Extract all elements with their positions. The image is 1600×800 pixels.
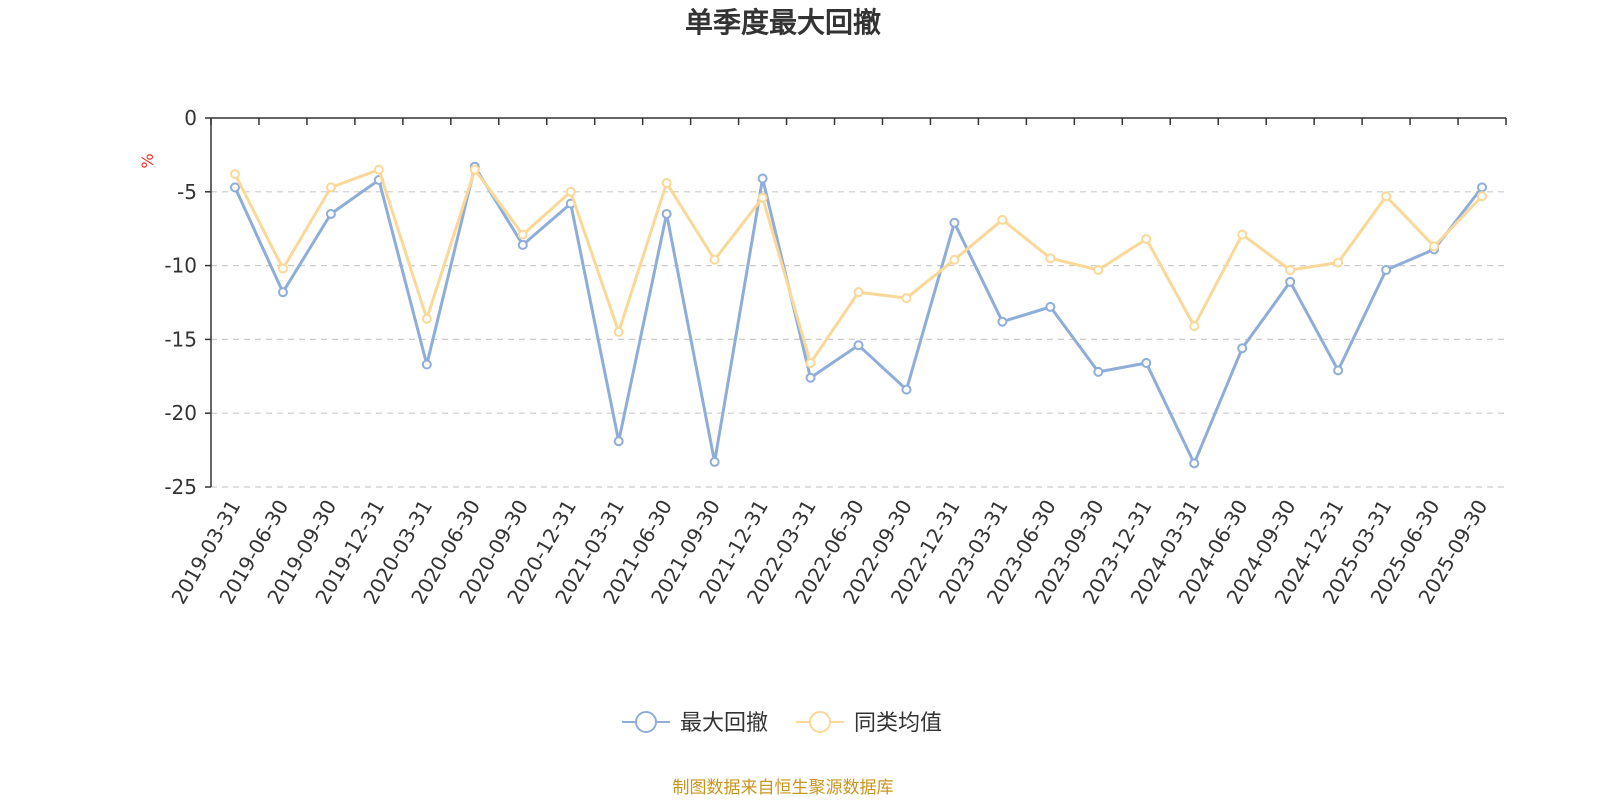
data-point[interactable] [469,164,480,175]
data-point[interactable] [949,254,960,265]
data-point[interactable] [1381,265,1392,276]
data-point[interactable] [1285,276,1296,287]
data-point[interactable] [1045,253,1056,264]
data-point[interactable] [421,313,432,324]
data-point[interactable] [997,316,1008,327]
data-point[interactable] [613,436,624,447]
y-tick-labels: 0 -5 -10 -15 -20 -25 [164,106,197,499]
data-point[interactable] [325,208,336,219]
data-point[interactable] [565,186,576,197]
series-line [233,168,1484,365]
series-lines [229,161,1488,469]
data-point[interactable] [1189,458,1200,469]
legend-label: 最大回撤 [680,711,768,736]
data-point[interactable] [517,239,528,250]
data-point[interactable] [1189,321,1200,332]
data-point[interactable] [1093,366,1104,377]
data-point[interactable] [1093,265,1104,276]
data-point[interactable] [901,384,912,395]
data-point[interactable] [229,182,240,193]
data-point[interactable] [949,217,960,228]
data-point[interactable] [1237,229,1248,240]
data-point[interactable] [1333,365,1344,376]
data-source-note: 制图数据来自恒生聚源数据库 [673,778,894,798]
legend-circle-marker [635,711,657,733]
axes [205,117,1507,488]
series-line [233,165,1484,465]
data-point[interactable] [277,287,288,298]
data-point[interactable] [1429,241,1440,252]
series-2 [229,164,1488,369]
y-tick-label: 0 [184,106,197,130]
legend-item[interactable]: 同类均值 [796,711,942,736]
legend-circle-marker [809,711,831,733]
y-axis-unit-label: % [138,153,157,168]
legend: 最大回撤 同类均值 [622,711,942,736]
data-point[interactable] [613,327,624,338]
legend-label: 同类均值 [854,711,942,736]
data-point[interactable] [1333,257,1344,268]
data-point[interactable] [1237,343,1248,354]
data-point[interactable] [373,164,384,175]
data-point[interactable] [325,182,336,193]
y-tick-label: -25 [164,475,197,499]
data-point[interactable] [757,192,768,203]
data-point[interactable] [1141,358,1152,369]
data-point[interactable] [277,263,288,274]
data-point[interactable] [805,358,816,369]
data-point[interactable] [1477,191,1488,202]
legend-item[interactable]: 最大回撤 [622,711,768,736]
grid-lines [211,191,1506,488]
data-point[interactable] [709,254,720,265]
data-point[interactable] [853,287,864,298]
data-point[interactable] [997,214,1008,225]
data-point[interactable] [1141,234,1152,245]
data-point[interactable] [229,169,240,180]
data-point[interactable] [1045,301,1056,312]
y-tick-label: -5 [177,180,197,204]
data-point[interactable] [853,340,864,351]
data-point[interactable] [757,173,768,184]
data-point[interactable] [421,359,432,370]
y-tick-label: -10 [164,254,197,278]
data-point[interactable] [661,208,672,219]
data-point[interactable] [1285,265,1296,276]
chart-title: 单季度最大回撤 [685,6,881,39]
x-tick-labels: 2019-03-312019-06-302019-09-302019-12-31… [166,496,1492,609]
y-tick-label: -20 [164,401,197,425]
data-point[interactable] [517,229,528,240]
data-point[interactable] [805,372,816,383]
data-point[interactable] [1381,191,1392,202]
y-tick-label: -15 [164,327,197,351]
data-point[interactable] [661,177,672,188]
data-point[interactable] [901,293,912,304]
series-1 [229,161,1488,469]
data-point[interactable] [709,456,720,467]
data-point[interactable] [1477,182,1488,193]
